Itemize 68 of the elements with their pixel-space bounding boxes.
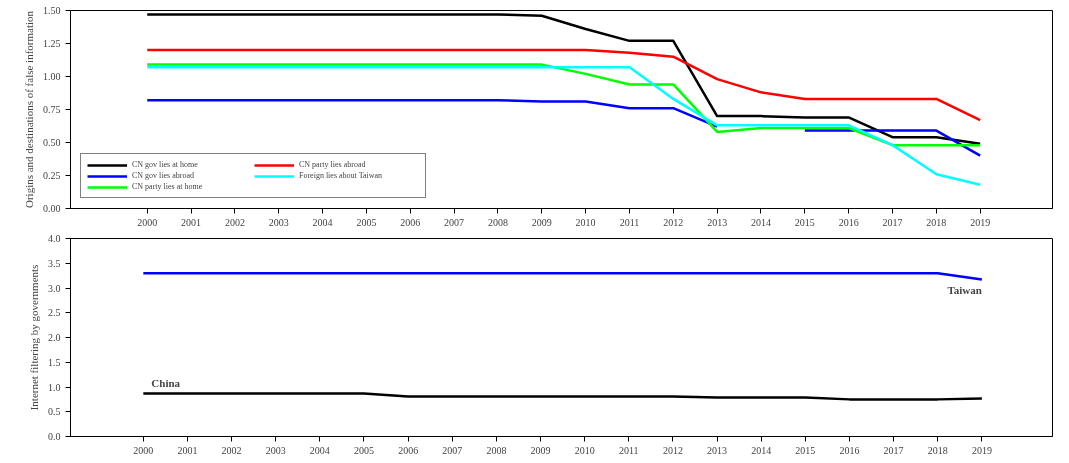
x-tick-label: 2014 (750, 216, 771, 228)
line-series (145, 13, 982, 146)
y-axis-title: Internet filtering by governments (28, 264, 40, 411)
line-series (145, 63, 982, 147)
x-tick-label: 2012 (662, 444, 683, 456)
x-tick-label: 2015 (794, 216, 815, 228)
x-tick-label: 2017 (883, 444, 904, 456)
legend-label: CN party lies abroad (299, 160, 367, 169)
series-label: Taiwan (947, 283, 982, 296)
y-tick-label: 2.5 (48, 307, 61, 319)
y-axis-title: Origins and destinations of false information (23, 10, 35, 209)
x-tick-label: 2018 (927, 444, 948, 456)
x-tick-label: 2014 (751, 444, 772, 456)
legend-label: CN gov lies at home (132, 160, 199, 169)
y-tick-label: 4.0 (48, 233, 61, 244)
y-tick-label: 3.5 (48, 257, 61, 269)
x-tick-label: 2016 (838, 216, 859, 228)
x-tick-label: 2005 (354, 444, 374, 456)
x-tick-label: 2008 (487, 216, 508, 228)
x-tick-label: 2017 (882, 216, 903, 228)
x-tick-label: 2005 (356, 216, 377, 228)
x-tick-label: 2006 (400, 216, 421, 228)
series-label: China (151, 377, 181, 390)
y-tick-label: 1.50 (43, 5, 61, 16)
x-tick-label: 2002 (224, 216, 245, 228)
x-tick-label: 2003 (268, 216, 289, 228)
y-tick-label: 0.75 (43, 104, 61, 115)
legend-label: CN party lies at home (132, 182, 204, 191)
y-tick-label: 1.25 (43, 38, 61, 49)
x-tick-label: 2010 (574, 444, 595, 456)
y-tick-label: 1.0 (48, 381, 61, 393)
x-tick-label: 2019 (970, 216, 991, 228)
y-tick-label: 0.25 (43, 170, 61, 181)
line-series (145, 48, 982, 122)
x-tick-label: 2012 (663, 216, 684, 228)
x-tick-label: 2000 (133, 444, 154, 456)
x-tick-label: 2015 (795, 444, 816, 456)
x-tick-label: 2018 (926, 216, 947, 228)
y-tick-label: 0.50 (43, 137, 61, 148)
legend-label: Foreign lies about Taiwan (299, 171, 384, 180)
x-tick-label: 2011 (618, 444, 639, 456)
y-tick-label: 1.5 (48, 356, 61, 368)
x-tick-label: 2013 (707, 216, 728, 228)
y-tick-label: 0.5 (48, 406, 61, 418)
x-tick-label: 2006 (398, 444, 419, 456)
x-tick-label: 2002 (221, 444, 242, 456)
x-tick-label: 2009 (530, 444, 551, 456)
x-tick-label: 2013 (707, 444, 728, 456)
x-tick-label: 2019 (971, 444, 992, 456)
x-tick-label: 2009 (531, 216, 552, 228)
x-tick-label: 2007 (442, 444, 463, 456)
y-tick-label: 2.0 (48, 332, 61, 343)
x-tick-label: 2001 (177, 444, 198, 456)
y-tick-label: 1.00 (43, 71, 61, 82)
x-tick-label: 2010 (575, 216, 596, 228)
x-tick-label: 2007 (444, 216, 465, 228)
x-tick-label: 2003 (265, 444, 286, 456)
legend-label: CN gov lies abroad (132, 171, 195, 180)
x-tick-label: 2016 (839, 444, 860, 456)
x-tick-label: 2008 (486, 444, 507, 456)
x-tick-label: 2004 (309, 444, 330, 456)
y-tick-label: 3.0 (48, 282, 61, 294)
x-tick-label: 2011 (619, 216, 640, 228)
x-tick-label: 2004 (312, 216, 333, 228)
y-tick-label: 0.00 (43, 203, 61, 214)
x-tick-label: 2000 (137, 216, 158, 228)
x-tick-label: 2001 (181, 216, 202, 228)
y-tick-label: 0.0 (48, 431, 61, 442)
